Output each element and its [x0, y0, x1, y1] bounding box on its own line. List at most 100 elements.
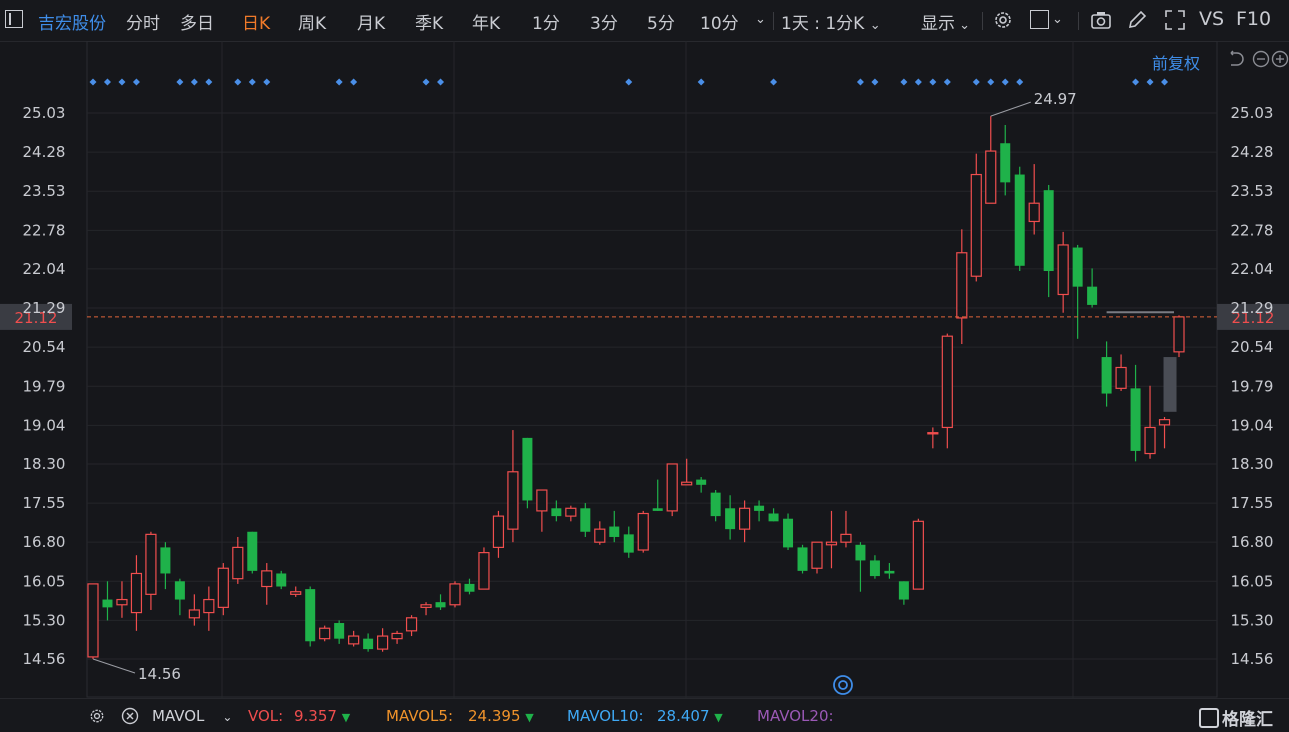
candle [609, 510, 620, 543]
y-tick-label-right: 21.29 [1231, 299, 1274, 317]
tab-intraday[interactable]: 分时 [126, 14, 160, 34]
divider [1078, 12, 1079, 30]
candle [594, 521, 606, 545]
candle-body-down [1072, 247, 1083, 287]
y-tick-label-right: 16.05 [1231, 572, 1274, 590]
display-menu[interactable]: 显示 ⌄ [921, 9, 970, 34]
display-label: 显示 [921, 14, 955, 34]
vs-button[interactable]: VS [1199, 8, 1225, 30]
tab-quarterly-k[interactable]: 季K [415, 14, 444, 34]
tab-yearly-k[interactable]: 年K [472, 14, 501, 34]
plot-border [86, 41, 1218, 698]
event-marker [914, 78, 922, 86]
candle [681, 458, 693, 486]
tab-weekly-k[interactable]: 周K [298, 14, 327, 34]
layout-chevron-icon[interactable]: ⌄ [1052, 12, 1063, 27]
sidebar-toggle-icon[interactable] [5, 10, 23, 28]
candle [912, 518, 924, 590]
indicator-select[interactable]: MAVOL ⌄ [152, 707, 232, 725]
candle [768, 508, 779, 522]
candle-body-down [435, 602, 446, 608]
tab-daily-k[interactable]: 日K [242, 14, 271, 34]
candle [754, 500, 765, 522]
candle-body-up [290, 591, 302, 595]
candle-body-up [391, 632, 403, 640]
zoom-in-icon[interactable] [1271, 50, 1289, 68]
grid [86, 41, 1218, 698]
candle-body-up [912, 520, 924, 590]
candle-body-up [1057, 244, 1069, 296]
event-marker [972, 78, 980, 86]
candle-body-down [522, 437, 533, 501]
candle-body-down [160, 547, 171, 574]
tab-multi-day[interactable]: 多日 [180, 14, 214, 34]
candle-body-up [681, 481, 693, 486]
candle-body-down [1087, 286, 1098, 305]
undo-icon[interactable] [1226, 50, 1244, 68]
event-marker [1016, 78, 1024, 86]
tab-5min[interactable]: 5分 [647, 14, 675, 34]
candle-body-up [594, 528, 606, 543]
candle-body-down [609, 526, 620, 537]
tab-1min[interactable]: 1分 [532, 14, 560, 34]
zoom-out-icon[interactable] [1252, 50, 1270, 68]
fullscreen-icon[interactable] [1164, 9, 1186, 31]
candle [203, 586, 215, 631]
gear-icon[interactable] [992, 9, 1014, 31]
event-marker [437, 78, 445, 86]
candle-body-up [1144, 426, 1156, 455]
camera-icon[interactable] [1090, 9, 1112, 31]
candle-body-down [247, 531, 258, 571]
candle [970, 153, 982, 282]
pencil-icon[interactable] [1126, 9, 1148, 31]
candle [1101, 341, 1112, 407]
candle-body-down [884, 570, 895, 574]
candle [522, 437, 533, 509]
candle [536, 489, 548, 532]
candle-body-up [203, 598, 215, 614]
indicator-settings-gear-icon[interactable] [88, 707, 106, 725]
y-tick-label-left: 15.30 [23, 611, 66, 629]
candle [825, 510, 838, 569]
candle-body-down [623, 534, 634, 553]
candle [188, 594, 200, 626]
adjust-mode-label[interactable]: 前复权 [1152, 54, 1201, 73]
event-marker [205, 78, 213, 86]
candle-body-down [1043, 190, 1054, 272]
tab-3min[interactable]: 3分 [590, 14, 618, 34]
candle [927, 427, 939, 449]
candle [956, 229, 968, 345]
candle-body-down [464, 583, 475, 592]
tab-monthly-k[interactable]: 月K [357, 14, 386, 34]
candle [174, 578, 185, 616]
at-sign-icon[interactable] [832, 674, 854, 696]
period-select[interactable]: 1天 : 1分K ⌄ [781, 9, 881, 34]
f10-button[interactable]: F10 [1236, 8, 1272, 30]
candle-body-down [305, 589, 316, 642]
candle [1173, 315, 1185, 358]
y-tick-label-right: 23.53 [1231, 182, 1274, 200]
candle-body-down [696, 479, 707, 485]
candle [710, 490, 721, 522]
candle [420, 602, 432, 616]
event-marker [234, 78, 242, 86]
layout-icon[interactable] [1030, 10, 1049, 29]
candle [145, 531, 157, 610]
candle-body-up [449, 583, 461, 606]
event-marker [1001, 78, 1009, 86]
event-marker [770, 78, 778, 86]
candle [855, 542, 866, 592]
event-marker [856, 78, 864, 86]
current-price-tag-bg [1217, 303, 1289, 330]
candle-body-up [536, 489, 548, 512]
candle-body-up [666, 463, 678, 512]
y-tick-label-left: 24.28 [23, 143, 66, 161]
tab-10min[interactable]: 10分 [700, 14, 739, 34]
close-indicator-icon[interactable] [121, 707, 139, 725]
candle-body-up [116, 598, 128, 606]
tabs-more-chevron-icon[interactable]: ⌄ [755, 12, 766, 27]
candle [551, 500, 562, 522]
y-tick-label-right: 14.56 [1231, 650, 1274, 668]
stock-name[interactable]: 吉宏股份 [38, 14, 106, 34]
candle-body-up [738, 507, 751, 530]
